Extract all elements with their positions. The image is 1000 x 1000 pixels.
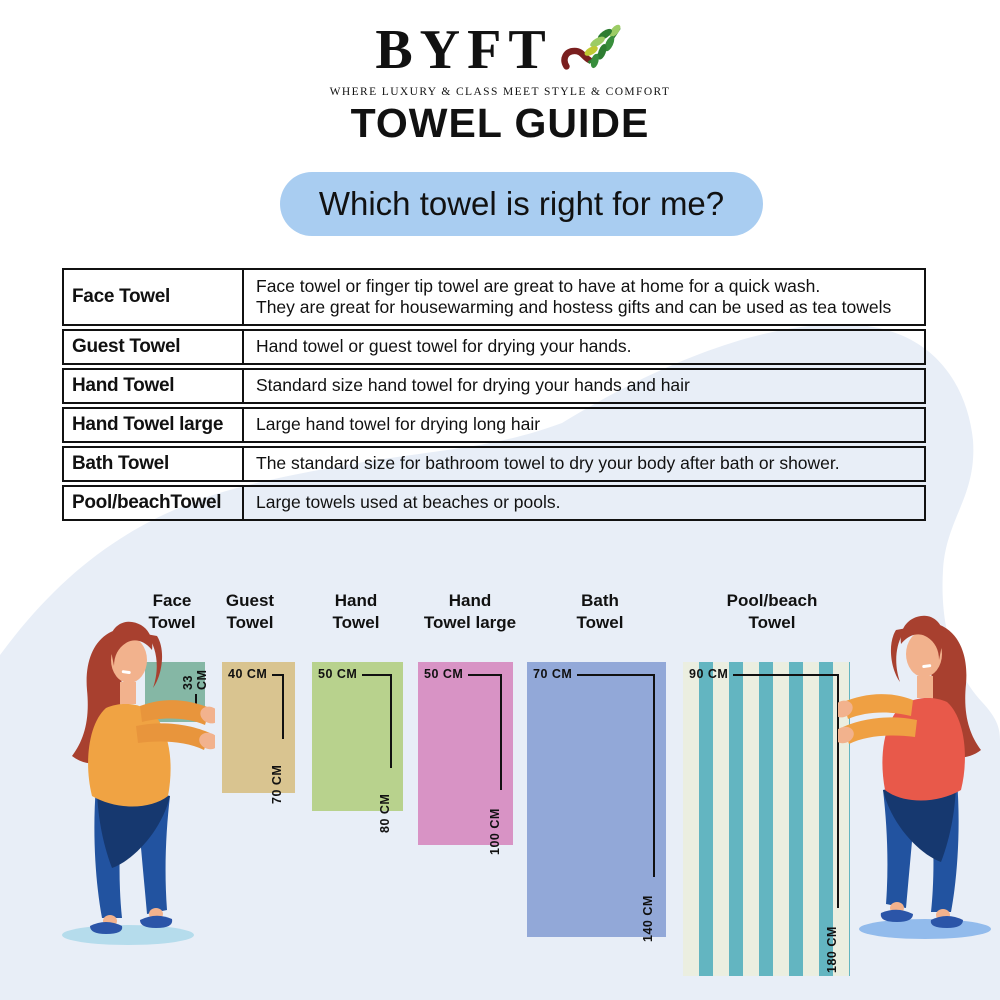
table-row: Hand Towel largeLarge hand towel for dry… (62, 407, 926, 443)
table-row: Bath TowelThe standard size for bathroom… (62, 446, 926, 482)
banner-text: Which towel is right for me? (319, 185, 724, 223)
hand-towel-height-label: 80 CM (378, 771, 392, 833)
woman-left-illustration (40, 598, 215, 948)
leaf-icon (561, 22, 625, 78)
hand-towel-width-label: 50 CM (318, 667, 357, 681)
towel-name-cell: Hand Towel large (64, 409, 244, 441)
bath-towel-width-line (577, 674, 655, 676)
pool-beach-towel-height-label: 180 CM (825, 911, 839, 973)
hand-towel-large-label: Hand Towel large (395, 590, 545, 634)
pool-beach-towel-width-line (733, 674, 839, 676)
bath-towel-width-label: 70 CM (533, 667, 572, 681)
bath-towel-label: Bath Towel (525, 590, 675, 634)
towel-name-cell: Guest Towel (64, 331, 244, 363)
guest-towel-width-label: 40 CM (228, 667, 267, 681)
table-row: Guest TowelHand towel or guest towel for… (62, 329, 926, 365)
bath-towel-height-label: 140 CM (641, 880, 655, 942)
brand-tagline: WHERE LUXURY & CLASS MEET STYLE & COMFOR… (0, 86, 1000, 98)
hand-towel-large-width-line (468, 674, 502, 676)
towel-name-cell: Hand Towel (64, 370, 244, 402)
towel-name-cell: Bath Towel (64, 448, 244, 480)
towel-table: Face TowelFace towel or finger tip towel… (62, 268, 926, 524)
page-title: TOWEL GUIDE (0, 100, 1000, 147)
hand-towel-large-width-label: 50 CM (424, 667, 463, 681)
towel-desc-cell: Hand towel or guest towel for drying you… (244, 331, 924, 363)
pool-beach-towel-label: Pool/beach Towel (697, 590, 847, 634)
pool-beach-towel-width-label: 90 CM (689, 667, 728, 681)
bath-towel-height-line (653, 674, 655, 877)
banner: Which towel is right for me? (280, 172, 763, 236)
towel-guide-infographic: BYFT WHERE LUXURY & CLASS MEET STYLE & C… (0, 0, 1000, 1000)
hand-towel-large-height-label: 100 CM (488, 793, 502, 855)
table-row: Pool/beachTowelLarge towels used at beac… (62, 485, 926, 521)
hand-towel-width-line (362, 674, 392, 676)
hand-towel-large-height-line (500, 674, 502, 790)
hand-towel-height-line (390, 674, 392, 768)
table-row: Hand TowelStandard size hand towel for d… (62, 368, 926, 404)
woman-right-illustration (838, 592, 1000, 942)
guest-towel-height-line (282, 674, 284, 739)
towel-desc-cell: Face towel or finger tip towel are great… (244, 270, 924, 324)
guest-towel-swatch (222, 662, 295, 793)
towel-name-cell: Pool/beachTowel (64, 487, 244, 519)
towel-name-cell: Face Towel (64, 270, 244, 324)
towel-desc-cell: Standard size hand towel for drying your… (244, 370, 924, 402)
table-row: Face TowelFace towel or finger tip towel… (62, 268, 926, 326)
brand-logo: BYFT (0, 22, 1000, 78)
brand-name: BYFT (375, 22, 552, 78)
towel-desc-cell: Large towels used at beaches or pools. (244, 487, 924, 519)
towel-desc-cell: The standard size for bathroom towel to … (244, 448, 924, 480)
towel-desc-cell: Large hand towel for drying long hair (244, 409, 924, 441)
guest-towel-height-label: 70 CM (270, 742, 284, 804)
